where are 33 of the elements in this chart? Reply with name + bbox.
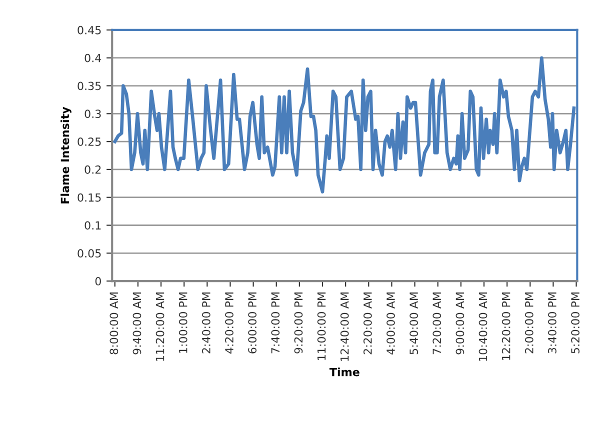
x-tick-label: 12:20:00 PM <box>502 292 510 360</box>
x-tick-label: 3:40:00 PM <box>548 292 556 354</box>
x-tick-label: 7:20:00 AM <box>432 292 442 354</box>
x-tick-label: 5:20:00 PM <box>571 292 580 354</box>
x-tick-label: 12:40:00 AM <box>340 292 349 361</box>
y-tick-label: 0.1 <box>84 221 101 230</box>
x-tick-label: 9:20:00 PM <box>294 292 303 354</box>
x-axis-title: Time <box>329 368 360 376</box>
y-axis-title: Flame Intensity <box>60 106 72 204</box>
y-tick-label: 0.45 <box>78 26 101 34</box>
x-tick-label: 7:40:00 PM <box>271 292 280 354</box>
x-tick-label: 2:40:00 PM <box>202 292 210 354</box>
y-tick-label: 0.4 <box>84 54 102 62</box>
x-tick-label: 10:40:00 AM <box>478 292 488 361</box>
y-tick-label: 0 <box>95 277 101 286</box>
x-tick-label: 11:20:00 AM <box>156 292 164 361</box>
y-tick-label: 0.3 <box>84 110 101 118</box>
x-tick-label: 2:20:00 AM <box>363 292 372 354</box>
y-tick-label: 0.25 <box>78 138 101 146</box>
x-tick-label: 4:20:00 PM <box>225 292 234 354</box>
x-tick-label: 1:00:00 PM <box>178 292 188 353</box>
x-tick-label: 9:40:00 AM <box>132 292 142 354</box>
y-tick-label: 0.05 <box>78 249 101 258</box>
x-tick-label: 6:00:00 PM <box>248 292 257 354</box>
x-tick-label: 4:00:00 AM <box>386 292 395 354</box>
y-tick-label: 0.35 <box>78 82 101 90</box>
y-tick-label: 0.15 <box>78 193 101 202</box>
x-tick-label: 5:40:00 AM <box>410 292 418 354</box>
x-tick-label: 2:00:00 PM <box>524 292 534 354</box>
x-tick-label: 9:00:00 AM <box>456 292 464 354</box>
x-tick-label: 11:00:00 PM <box>317 292 326 360</box>
x-tick-label: 8:00:00 AM <box>110 292 118 354</box>
y-tick-label: 0.2 <box>84 165 101 174</box>
